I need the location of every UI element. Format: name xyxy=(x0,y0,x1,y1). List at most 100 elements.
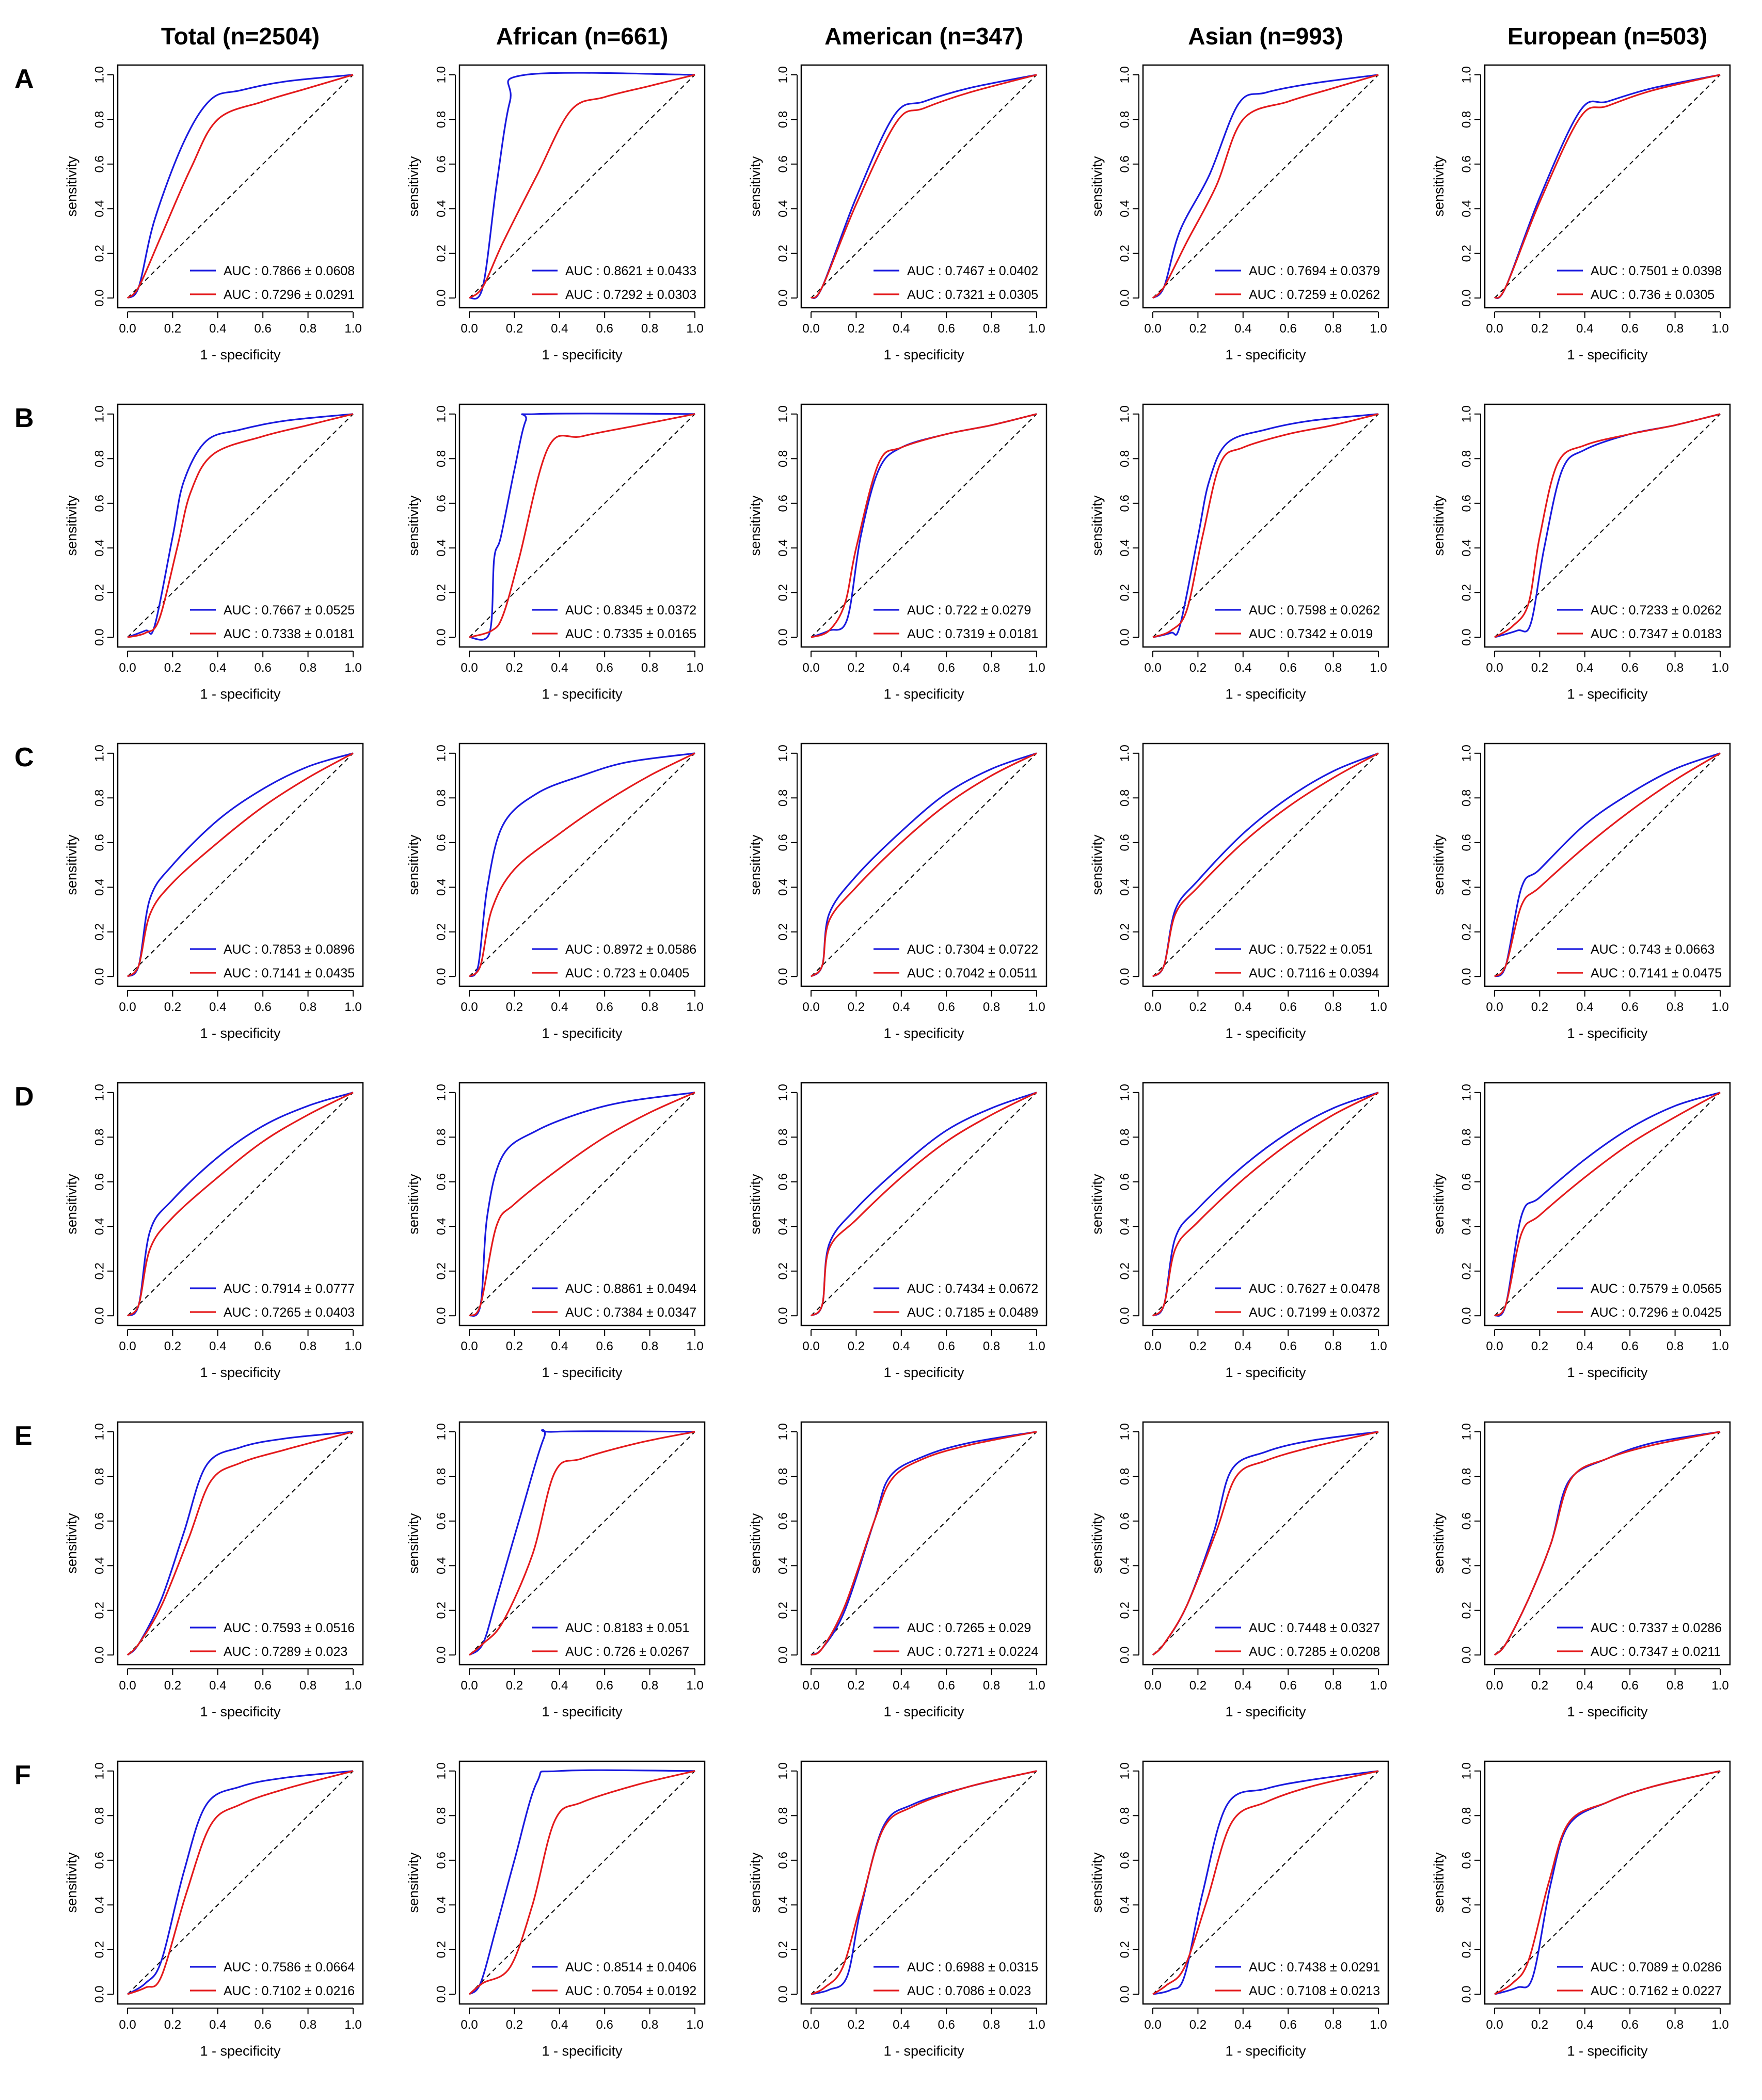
legend-label-series-1: AUC : 0.7265 ± 0.029 xyxy=(907,1621,1031,1635)
panel-e-4: 0.0 0.2 0.4 0.6 0.8 1.0 1 - specificity 0.0 0.2 0… xyxy=(1431,1421,1731,1719)
y-tick-label: 0.4 xyxy=(92,879,106,896)
y-tick-label: 1.0 xyxy=(92,1423,106,1440)
y-axis-label: sensitivity xyxy=(406,495,421,556)
x-tick-label: 0.2 xyxy=(506,1339,523,1353)
x-tick-label: 0.2 xyxy=(1189,1000,1207,1014)
plot-frame xyxy=(1484,1082,1731,1327)
roc-curve-series-2 xyxy=(126,1092,354,1317)
y-tick-label: 1.0 xyxy=(434,1423,448,1440)
panel-f-4: 0.0 0.2 0.4 0.6 0.8 1.0 1 - specificity 0.0 0.2 0… xyxy=(1431,1760,1731,2059)
x-tick-label: 0.4 xyxy=(1576,1000,1593,1014)
x-tick-label: 1.0 xyxy=(344,1000,361,1014)
y-axis-label: sensitivity xyxy=(64,1513,80,1574)
roc-curve-series-2 xyxy=(1152,74,1379,299)
y-tick-label: 0.0 xyxy=(776,290,790,307)
y-tick-label: 0.8 xyxy=(1459,1468,1473,1485)
x-tick-label: 0.8 xyxy=(299,1679,316,1693)
x-axis-label: 1 - specificity xyxy=(1567,686,1648,702)
y-tick-label: 0.6 xyxy=(1118,1852,1132,1869)
panel-f-0: 0.0 0.2 0.4 0.6 0.8 1.0 1 - specificity 0.0 0.2 0… xyxy=(64,1760,364,2059)
diagonal-reference-line xyxy=(811,414,1037,638)
y-tick-label: 0.2 xyxy=(1118,584,1132,601)
x-tick-label: 0.4 xyxy=(1234,1000,1251,1014)
x-tick-label: 0.0 xyxy=(461,1679,478,1693)
legend-label-series-2: AUC : 0.7335 ± 0.0165 xyxy=(565,627,696,641)
diagonal-reference-line xyxy=(811,753,1037,977)
y-tick-label: 0.8 xyxy=(434,1807,448,1824)
row-label-c: C xyxy=(14,743,34,772)
y-tick-label: 0.8 xyxy=(434,1129,448,1146)
panel-e-3: 0.0 0.2 0.4 0.6 0.8 1.0 1 - specificity 0.0 0.2 0… xyxy=(1089,1421,1389,1719)
x-tick-label: 0.4 xyxy=(209,1679,226,1693)
y-tick-label: 0.4 xyxy=(776,1218,790,1235)
legend-label-series-2: AUC : 0.7347 ± 0.0183 xyxy=(1591,627,1722,641)
y-tick-label: 0.2 xyxy=(1118,1602,1132,1619)
y-tick-label: 1.0 xyxy=(92,745,106,762)
x-axis-label: 1 - specificity xyxy=(200,686,281,702)
x-tick-label: 0.6 xyxy=(255,2018,272,2032)
y-tick-label: 0.0 xyxy=(1459,629,1473,646)
diagonal-reference-line xyxy=(1152,1771,1379,1995)
legend-label-series-1: AUC : 0.7586 ± 0.0664 xyxy=(224,1960,355,1975)
y-tick-label: 0.4 xyxy=(92,1218,106,1235)
x-tick-label: 0.6 xyxy=(1622,322,1639,336)
x-axis-label: 1 - specificity xyxy=(1567,1365,1648,1380)
legend-label-series-2: AUC : 0.7141 ± 0.0475 xyxy=(1591,966,1722,981)
x-tick-label: 1.0 xyxy=(686,1000,703,1014)
y-tick-label: 1.0 xyxy=(776,745,790,762)
diagonal-reference-line xyxy=(811,1771,1037,1995)
y-tick-label: 0.6 xyxy=(776,155,790,172)
y-axis-label: sensitivity xyxy=(406,156,421,217)
x-tick-label: 0.0 xyxy=(1144,1000,1161,1014)
y-tick-label: 0.0 xyxy=(1459,968,1473,985)
plot-frame xyxy=(1484,64,1731,309)
x-tick-label: 0.6 xyxy=(255,661,272,675)
plot-frame xyxy=(1484,403,1731,648)
plot-frame xyxy=(458,1082,706,1327)
x-tick-label: 1.0 xyxy=(1711,322,1728,336)
x-axis-label: 1 - specificity xyxy=(542,1025,623,1041)
x-tick-label: 0.0 xyxy=(802,2018,819,2032)
y-tick-label: 0.2 xyxy=(434,1602,448,1619)
y-axis-label: sensitivity xyxy=(406,834,421,895)
legend-label-series-2: AUC : 0.7338 ± 0.0181 xyxy=(224,627,355,641)
legend-label-series-2: AUC : 0.736 ± 0.0305 xyxy=(1591,288,1715,302)
y-tick-label: 1.0 xyxy=(1118,66,1132,83)
y-tick-label: 0.6 xyxy=(1118,155,1132,172)
legend-label-series-1: AUC : 0.7593 ± 0.0516 xyxy=(224,1621,355,1635)
x-tick-label: 0.4 xyxy=(551,1679,568,1693)
roc-curve-series-2 xyxy=(468,1431,695,1656)
plot-frame xyxy=(1142,1760,1389,2005)
roc-curve-series-2 xyxy=(468,74,695,299)
y-tick-label: 1.0 xyxy=(1118,745,1132,762)
x-tick-label: 0.4 xyxy=(551,1339,568,1353)
y-tick-label: 0.6 xyxy=(92,834,106,851)
y-tick-label: 0.2 xyxy=(434,923,448,940)
y-tick-label: 0.4 xyxy=(776,1897,790,1914)
y-tick-label: 0.4 xyxy=(1459,1897,1473,1914)
diagonal-reference-line xyxy=(1494,74,1721,298)
x-tick-label: 1.0 xyxy=(686,1679,703,1693)
plot-frame xyxy=(1142,1082,1389,1327)
x-axis-label: 1 - specificity xyxy=(1567,1704,1648,1719)
y-tick-label: 0.8 xyxy=(776,790,790,807)
y-tick-label: 0.2 xyxy=(92,1602,106,1619)
y-tick-label: 0.8 xyxy=(92,111,106,128)
y-tick-label: 0.0 xyxy=(434,290,448,307)
roc-curve-series-2 xyxy=(810,1092,1037,1317)
y-axis-label: sensitivity xyxy=(1089,156,1105,217)
x-tick-label: 0.6 xyxy=(1280,322,1297,336)
x-tick-label: 0.4 xyxy=(209,661,226,675)
y-tick-label: 0.8 xyxy=(1459,450,1473,467)
x-tick-label: 0.8 xyxy=(641,322,658,336)
y-tick-label: 0.2 xyxy=(1118,245,1132,262)
x-tick-label: 0.4 xyxy=(209,2018,226,2032)
row-label-a: A xyxy=(14,64,34,94)
roc-curve-series-1 xyxy=(468,752,695,977)
x-axis-label: 1 - specificity xyxy=(1225,686,1306,702)
y-tick-label: 0.4 xyxy=(1459,1557,1473,1574)
y-tick-label: 0.6 xyxy=(776,495,790,512)
y-tick-label: 0.6 xyxy=(1118,834,1132,851)
x-tick-label: 0.2 xyxy=(164,1000,181,1014)
